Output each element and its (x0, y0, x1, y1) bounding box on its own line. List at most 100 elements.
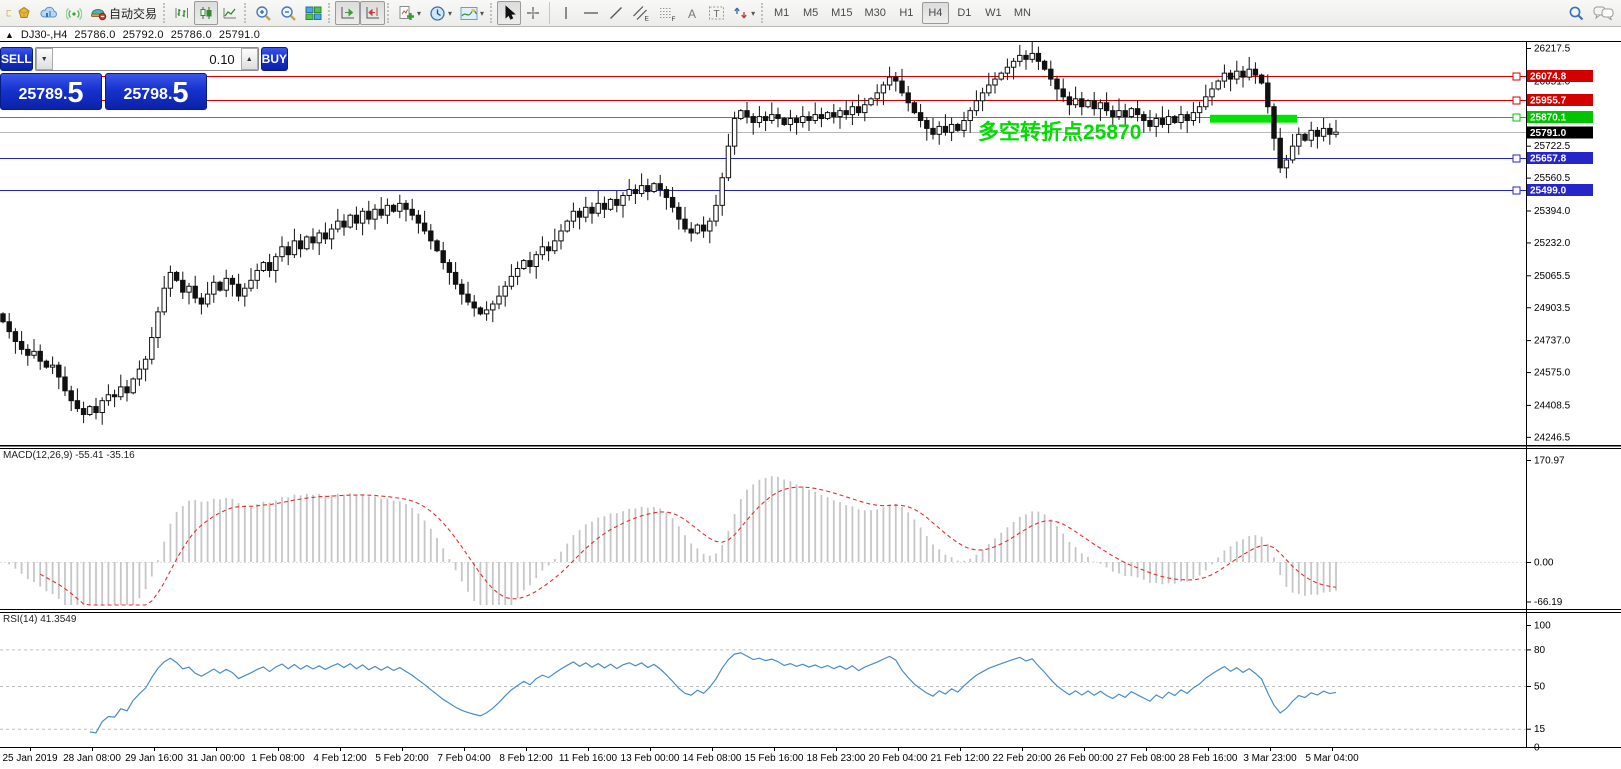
dropdown-arrow-icon: ▾ (751, 8, 756, 18)
svg-text:25791.0: 25791.0 (1530, 128, 1567, 139)
timeframe-button-w1[interactable]: W1 (980, 2, 1007, 24)
svg-text:28 Jan 08:00: 28 Jan 08:00 (63, 753, 121, 764)
svg-text:21 Feb 12:00: 21 Feb 12:00 (931, 753, 990, 764)
candlestick-series (0, 41, 1339, 425)
svg-text:25232.0: 25232.0 (1534, 238, 1571, 249)
price-level-badges: 26074.8 25955.7 25870.1 25657.8 25499.0 25791… (1527, 70, 1593, 197)
volume-increase-button[interactable]: ▲ (240, 48, 258, 70)
volume-input[interactable] (52, 48, 241, 70)
timeframe-button-h1[interactable]: H1 (893, 2, 920, 24)
timeframe-button-mn[interactable]: MN (1009, 2, 1036, 24)
autotrading-button[interactable]: 自动交易 (86, 1, 161, 25)
timeframe-toolbar: M1 M5 M15 M30 H1 H4 D1 W1 MN (768, 2, 1036, 24)
timeframe-button-m5[interactable]: M5 (797, 2, 824, 24)
chat-icon[interactable] (1589, 1, 1619, 25)
svg-text:25394.0: 25394.0 (1534, 206, 1571, 217)
toolbar-grip (387, 3, 390, 23)
low-value: 25786.0 (170, 29, 212, 41)
arrows-icon[interactable]: ▾ (729, 1, 759, 25)
trade-panel-toggle[interactable]: ▲ (5, 30, 14, 40)
chart-title: ▲ DJ30-,H4 25786.0 25792.0 25786.0 25791… (5, 29, 260, 41)
volume-decrease-button[interactable]: ▼ (35, 48, 53, 70)
signals-icon[interactable] (62, 1, 86, 25)
dropdown-arrow-icon: ▾ (480, 8, 485, 18)
svg-text:25560.5: 25560.5 (1534, 173, 1571, 184)
chart-window[interactable]: 多空转折点2587026217.526051.025722.525560.525… (0, 27, 1621, 769)
svg-text:5 Mar 04:00: 5 Mar 04:00 (1305, 753, 1359, 764)
svg-text:27 Feb 08:00: 27 Feb 08:00 (1117, 753, 1176, 764)
add-indicator-icon[interactable]: ▾ (394, 1, 425, 25)
new-order-icon[interactable] (2, 1, 12, 25)
open-value: 25786.0 (74, 29, 116, 41)
search-icon[interactable] (1564, 1, 1589, 25)
timeframe-button-h4[interactable]: H4 (921, 2, 949, 24)
svg-text:25955.7: 25955.7 (1530, 96, 1567, 107)
text-label-icon[interactable]: T (704, 1, 729, 25)
macd-signal-line (39, 486, 1337, 606)
fibonacci-icon[interactable]: F (654, 1, 680, 25)
svg-text:25065.5: 25065.5 (1534, 271, 1571, 282)
macd-histogram (8, 476, 1337, 605)
equidistant-channel-icon[interactable]: E (628, 1, 654, 25)
svg-text:28 Feb 16:00: 28 Feb 16:00 (1179, 753, 1238, 764)
macd-indicator-label: MACD(12,26,9) -55.41 -35.16 (3, 450, 135, 461)
tile-windows-icon[interactable] (301, 1, 326, 25)
chart-shift-icon[interactable] (360, 1, 386, 25)
timeframe-button-m1[interactable]: M1 (768, 2, 795, 24)
toolbar-grip (163, 3, 166, 23)
close-value: 25791.0 (218, 29, 261, 41)
buy-price-box[interactable]: 25798. 5 (105, 73, 207, 110)
zoom-out-icon[interactable] (276, 1, 301, 25)
dropdown-arrow-icon: ▾ (448, 8, 453, 18)
timeframe-button-m30[interactable]: M30 (859, 2, 890, 24)
timeframe-button-m15[interactable]: M15 (826, 2, 857, 24)
periods-icon[interactable]: ▾ (425, 1, 456, 25)
horizontal-line-icon[interactable] (578, 1, 604, 25)
bar-chart-icon[interactable] (170, 1, 194, 25)
templates-icon[interactable]: ▾ (456, 1, 488, 25)
sell-price-box[interactable]: 25789. 5 (0, 73, 102, 110)
svg-text:15: 15 (1534, 724, 1546, 735)
svg-text:25722.5: 25722.5 (1534, 141, 1571, 152)
text-icon[interactable]: A (680, 1, 704, 25)
svg-text:170.97: 170.97 (1534, 455, 1565, 466)
annotation-text[interactable]: 多空转折点25870 (978, 120, 1141, 144)
crosshair-icon[interactable] (521, 1, 545, 25)
svg-text:31 Jan 00:00: 31 Jan 00:00 (187, 753, 245, 764)
chart-canvas[interactable]: 多空转折点2587026217.526051.025722.525560.525… (0, 27, 1621, 769)
candlestick-chart-icon[interactable] (194, 1, 219, 25)
trendline-icon[interactable] (604, 1, 628, 25)
svg-text:24246.5: 24246.5 (1534, 432, 1571, 443)
svg-text:24737.0: 24737.0 (1534, 336, 1571, 347)
dropdown-arrow-icon: ▾ (417, 8, 422, 18)
svg-text:24575.0: 24575.0 (1534, 368, 1571, 379)
toolbar-grip (328, 3, 331, 23)
community-icon[interactable] (36, 1, 62, 25)
vertical-line-icon[interactable] (554, 1, 578, 25)
buy-button[interactable]: BUY (260, 47, 289, 71)
annotation-rectangle[interactable] (1210, 114, 1297, 123)
auto-scroll-icon[interactable] (335, 1, 361, 25)
sell-button[interactable]: SELL (0, 47, 33, 71)
sell-price-main: 25789 (18, 86, 63, 103)
svg-text:18 Feb 23:00: 18 Feb 23:00 (807, 753, 866, 764)
svg-text:T: T (714, 9, 720, 20)
svg-text:25 Jan 2019: 25 Jan 2019 (2, 753, 57, 764)
svg-text:4 Feb 12:00: 4 Feb 12:00 (313, 753, 367, 764)
favorites-icon[interactable] (12, 1, 36, 25)
svg-text:5 Feb 20:00: 5 Feb 20:00 (375, 753, 429, 764)
cursor-icon[interactable] (497, 1, 522, 25)
toolbar-separator (549, 2, 551, 24)
svg-text:26 Feb 00:00: 26 Feb 00:00 (1055, 753, 1114, 764)
timeframe-button-d1[interactable]: D1 (951, 2, 978, 24)
autotrading-label: 自动交易 (109, 6, 158, 21)
buy-price-dot: . (167, 86, 173, 103)
svg-text:1 Feb 08:00: 1 Feb 08:00 (251, 753, 305, 764)
line-chart-icon[interactable] (218, 1, 242, 25)
rsi-line (89, 652, 1337, 734)
svg-text:A: A (688, 7, 696, 21)
zoom-in-icon[interactable] (251, 1, 276, 25)
high-value: 25792.0 (122, 29, 164, 41)
svg-text:24408.5: 24408.5 (1534, 400, 1571, 411)
one-click-trading-panel: SELL ▼ ▲ BUY 25789.5 25798.5 (0, 47, 289, 110)
